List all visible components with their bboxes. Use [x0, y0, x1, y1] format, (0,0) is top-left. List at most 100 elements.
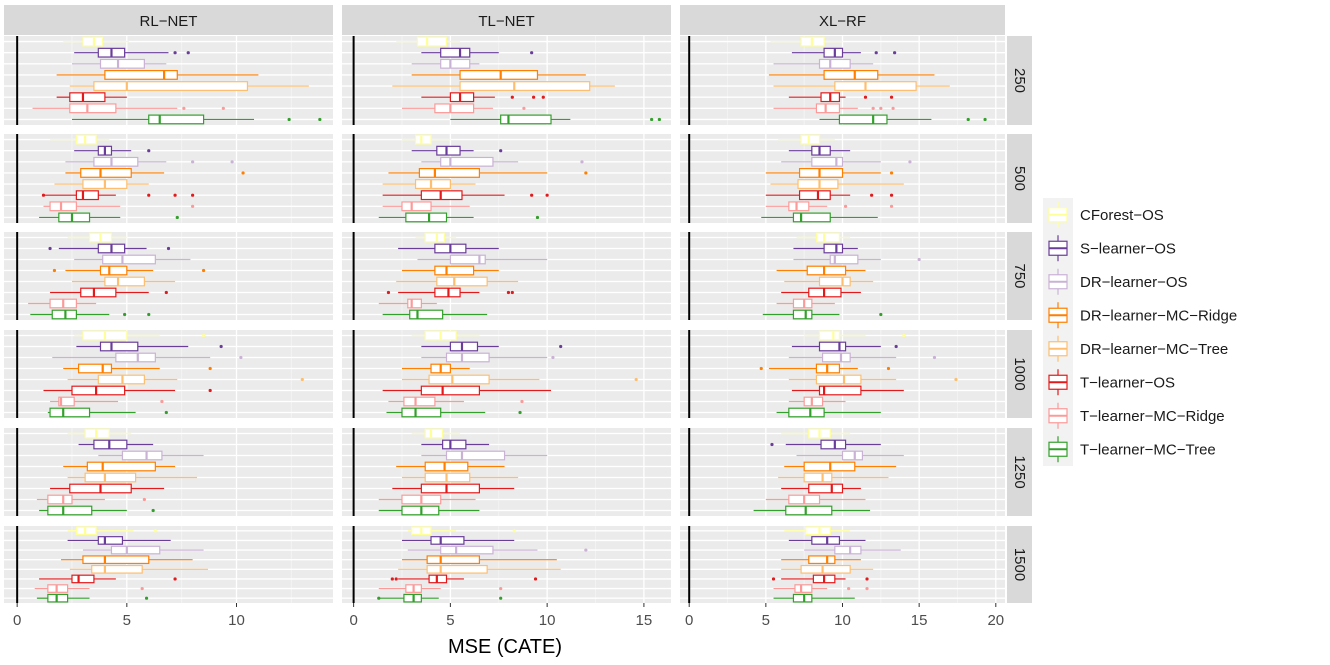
panel-0-4	[4, 428, 333, 516]
outlier-point	[186, 51, 190, 55]
box-iqr	[110, 545, 161, 555]
outlier-point	[510, 290, 514, 295]
outlier-point	[893, 51, 897, 55]
box-iqr	[798, 190, 831, 201]
axis-layer: 0 5 10 0 5 10 15 0 5 10 15 20	[13, 603, 1004, 629]
boxplot-5	[50, 287, 168, 298]
x-axis-title: MSE (CATE)	[448, 636, 562, 658]
panel-background	[342, 428, 671, 516]
outlier-point	[886, 366, 891, 371]
outlier-point	[533, 577, 538, 581]
outlier-point	[241, 171, 245, 175]
boxplot-1	[788, 145, 851, 156]
boxplot-0	[67, 428, 132, 439]
boxplot-3	[768, 69, 935, 80]
box-iqr	[841, 450, 864, 461]
box-iqr	[838, 114, 888, 125]
panel-1-2	[342, 232, 671, 320]
box-iqr	[414, 134, 432, 145]
box-iqr	[49, 407, 91, 418]
boxplot-6	[34, 584, 144, 593]
column-strip-label: RL−NET	[140, 13, 198, 30]
outlier-point	[201, 333, 206, 338]
boxplot-4	[396, 276, 519, 287]
boxplot-4	[69, 564, 208, 574]
boxplot-2	[71, 58, 167, 69]
panel-0-5	[4, 526, 333, 603]
outlier-point	[151, 508, 155, 513]
boxplot-3	[61, 555, 193, 565]
column-strip-label: XL−RF	[819, 13, 866, 30]
outlier-point	[954, 377, 958, 382]
box-iqr	[459, 81, 591, 92]
x-tick-label: 5	[123, 612, 131, 629]
boxplot-7	[36, 593, 149, 603]
box-iqr	[442, 439, 467, 450]
boxplot-2	[788, 352, 937, 363]
outlier-point	[879, 106, 883, 110]
box-iqr	[815, 374, 862, 385]
boxplot-4	[69, 81, 309, 92]
row-strip	[1007, 526, 1032, 603]
box-iqr	[99, 265, 128, 276]
outlier-point	[208, 366, 212, 371]
boxplot-7	[386, 407, 522, 418]
outlier-point	[386, 290, 391, 295]
outlier-point	[142, 497, 146, 502]
boxplot-6	[388, 396, 524, 407]
box-iqr	[84, 472, 137, 483]
box-iqr	[788, 407, 825, 418]
outlier-point	[657, 117, 661, 122]
boxplot-1	[788, 536, 866, 545]
boxplot-7	[761, 212, 878, 223]
outlier-point	[584, 171, 588, 175]
box-iqr	[436, 145, 461, 156]
box-iqr	[834, 545, 862, 555]
box-iqr	[794, 584, 813, 593]
outlier-point	[889, 95, 894, 99]
boxplot-3	[56, 69, 259, 80]
box-iqr	[58, 396, 75, 407]
panel-layer	[4, 36, 1005, 603]
boxplot-6	[788, 396, 846, 407]
box-iqr	[815, 103, 841, 114]
box-iqr	[449, 92, 475, 103]
panel-background	[4, 36, 333, 125]
box-iqr	[424, 461, 469, 472]
box-iqr	[420, 483, 481, 494]
box-iqr	[445, 450, 506, 461]
boxplot-7	[71, 114, 322, 125]
boxplot-0	[411, 330, 480, 341]
outlier-point	[164, 290, 168, 295]
boxplot-6	[765, 494, 866, 505]
boxplot-5	[771, 574, 869, 584]
outlier-point	[147, 193, 151, 197]
box-iqr	[409, 309, 444, 320]
box-iqr	[823, 69, 879, 80]
box-iqr	[401, 201, 432, 212]
x-tick-label: 20	[987, 612, 1004, 629]
boxplot-2	[407, 545, 588, 555]
boxplot-4	[788, 374, 958, 385]
outlier-point	[865, 586, 869, 591]
boxplot-3	[401, 265, 499, 276]
boxplot-4	[778, 472, 889, 483]
box-iqr	[811, 145, 831, 156]
outlier-point	[530, 51, 534, 55]
legend-label: T−learner−MC−Ridge	[1080, 408, 1225, 425]
legend-label: DR−learner−OS	[1080, 274, 1188, 291]
box-iqr	[420, 385, 481, 396]
box-iqr	[58, 212, 91, 223]
outlier-point	[144, 596, 149, 600]
box-iqr	[829, 254, 859, 265]
box-iqr	[93, 81, 249, 92]
outlier-point	[551, 355, 555, 360]
boxplot-7	[30, 309, 151, 320]
boxplot-3	[401, 555, 557, 565]
boxplot-2	[82, 545, 204, 555]
row-strip	[1007, 134, 1032, 223]
x-tick-label: 0	[685, 612, 693, 629]
panel-background	[342, 330, 671, 418]
box-iqr	[500, 114, 552, 125]
box-iqr	[434, 265, 475, 276]
